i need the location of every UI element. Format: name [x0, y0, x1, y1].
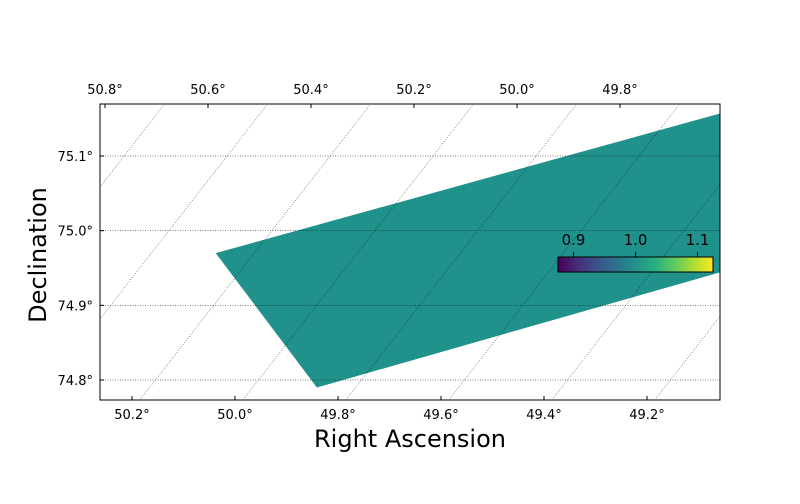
dec-gridlines — [100, 155, 720, 381]
ra-gridline — [139, 104, 371, 400]
top-x-tick-label: 49.8° — [602, 83, 637, 98]
footprint-region — [215, 113, 720, 388]
colorbar-tick-label: 1.1 — [686, 231, 710, 249]
bottom-x-tick-label: 49.8° — [320, 408, 355, 423]
bottom-x-tick-label: 49.2° — [629, 408, 664, 423]
ra-gridline — [242, 104, 474, 400]
bottom-x-tick-label: 50.2° — [114, 408, 149, 423]
bottom-x-ticks: 50.2° 50.0° 49.8° 49.6° 49.4° 49.2° — [114, 396, 665, 423]
x-axis-title: Right Ascension — [314, 425, 506, 453]
plot-frame — [99, 103, 721, 401]
top-x-tick-label: 50.4° — [293, 83, 328, 98]
bottom-x-tick-label: 50.0° — [217, 408, 252, 423]
top-x-tick-label: 50.0° — [499, 83, 534, 98]
ra-gridline — [750, 94, 800, 410]
y-tick-label: 75.1° — [58, 150, 93, 165]
y-tick-label: 74.8° — [58, 374, 93, 389]
top-x-tick-label: 50.6° — [190, 83, 225, 98]
colorbar-tick-label: 0.9 — [562, 231, 586, 249]
bottom-x-tick-label: 49.6° — [423, 408, 458, 423]
y-axis-title: Declination — [24, 187, 52, 323]
top-x-tick-label: 50.2° — [396, 83, 431, 98]
ra-gridline — [100, 104, 268, 320]
plot-area — [100, 94, 800, 410]
ra-gridline — [551, 183, 720, 400]
colorbar-tick-label: 1.0 — [624, 231, 648, 249]
ra-gridline — [345, 104, 577, 400]
top-x-tick-label: 50.8° — [87, 83, 122, 98]
colorbar-ticks: 0.9 1.0 1.1 — [562, 231, 710, 257]
y-ticks: 75.1° 75.0° 74.9° 74.8° — [58, 150, 104, 389]
ra-gridline — [448, 104, 680, 400]
ra-gridlines — [100, 94, 800, 410]
y-tick-label: 74.9° — [58, 299, 93, 314]
colorbar: 0.9 1.0 1.1 — [557, 231, 714, 273]
top-x-ticks: 50.8° 50.6° 50.4° 50.2° 50.0° 49.8° — [87, 83, 638, 108]
colorbar-gradient — [557, 256, 714, 273]
y-tick-label: 75.0° — [58, 225, 93, 240]
bottom-x-tick-label: 49.4° — [526, 408, 561, 423]
